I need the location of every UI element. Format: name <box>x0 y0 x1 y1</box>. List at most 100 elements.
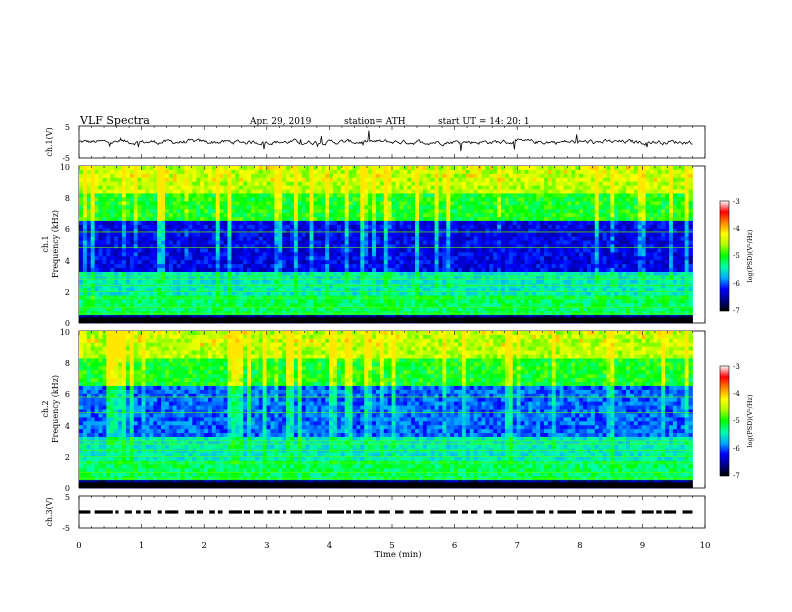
spectrogram-cell <box>352 166 357 171</box>
spectrogram-cell <box>418 244 424 249</box>
spectrogram-cell <box>149 244 154 249</box>
spectrogram-cell <box>282 181 287 187</box>
spectrogram-cell <box>395 205 400 210</box>
spectrogram-cell <box>403 201 408 206</box>
spectrogram-cell <box>94 248 99 253</box>
spectrogram-cell <box>551 193 557 198</box>
spectrogram-cell <box>602 283 607 289</box>
spectrogram-cell <box>266 181 271 187</box>
spectrogram-cell <box>82 189 88 194</box>
spectrogram-cell <box>387 260 392 265</box>
spectrogram-cell <box>641 181 646 187</box>
spectrogram-cell <box>290 181 295 187</box>
spectrogram-cell <box>90 169 96 175</box>
spectrogram-cell <box>157 244 162 249</box>
spectrogram-cell <box>610 244 615 249</box>
spectrogram-cell <box>602 252 607 257</box>
spectrogram-cell <box>297 264 303 269</box>
spectrogram-cell <box>551 268 557 273</box>
spectrogram-cell <box>602 177 607 183</box>
spectrogram-cell <box>629 173 635 179</box>
spectrogram-cell <box>157 240 162 245</box>
spectrogram-cell <box>297 185 303 190</box>
spectrogram-cell <box>669 201 674 206</box>
spectrogram-cell <box>309 252 314 257</box>
spectrogram-cell <box>86 256 92 261</box>
spectrogram-cell <box>493 252 498 257</box>
spectrogram-cell <box>176 232 181 238</box>
spectrogram-cell <box>360 181 365 187</box>
spectrogram-cell <box>336 248 342 253</box>
spectrogram-cell <box>551 252 557 257</box>
spectrogram-cell <box>415 236 420 241</box>
ch1-waveform-panel: 5 -5 ch.1(V) <box>45 123 706 163</box>
spectrogram-cell <box>411 268 416 273</box>
spectrogram-cell <box>629 232 635 238</box>
spectrogram-cell <box>290 268 295 273</box>
spectrogram-cell <box>551 185 557 190</box>
spectrogram-cell <box>633 264 639 269</box>
spectrogram-cell <box>164 279 170 285</box>
spectrogram-cell <box>602 260 607 265</box>
spectrogram-cell <box>493 166 498 171</box>
spectrogram-cell <box>586 213 592 218</box>
spectrogram-cell <box>379 217 385 222</box>
spectrogram-cell <box>387 173 392 179</box>
spectrogram-cell <box>403 189 408 194</box>
spectrogram-cell <box>145 283 150 289</box>
spectrogram-cell <box>196 166 201 171</box>
spectrogram-cell <box>254 177 260 183</box>
spectrogram-cell <box>329 201 334 206</box>
spectrogram-cell <box>133 275 139 281</box>
spectrogram-cell <box>161 236 166 241</box>
spectrogram-cell <box>512 268 518 273</box>
spectrogram-cell <box>258 279 264 285</box>
spectrogram-cell <box>672 181 678 187</box>
spectrogram-cell <box>368 224 373 230</box>
spectrogram-cell <box>629 228 635 234</box>
spectrogram-cell <box>317 252 322 257</box>
spectrogram-cell <box>90 275 96 281</box>
spectrogram-cell <box>649 213 654 218</box>
spectrogram-cell <box>344 271 350 277</box>
spectrogram-cell <box>118 205 123 210</box>
spectrogram-cell <box>618 264 623 269</box>
spectrogram-cell <box>129 213 135 218</box>
spectrogram-cell <box>454 213 459 218</box>
start-time-label: start UT = 14: 20: 1 <box>438 117 530 127</box>
spectrogram-cell <box>614 279 619 285</box>
spectrogram-cell <box>118 264 123 269</box>
spectrogram-cell <box>282 185 287 190</box>
spectrogram-cell <box>329 224 334 230</box>
spectrogram-cell <box>184 185 189 190</box>
spectrogram-cell <box>626 193 631 198</box>
spectrogram-cell <box>247 283 252 289</box>
spectrogram-cell <box>567 166 572 171</box>
spectrogram-cell <box>227 189 232 194</box>
spectrogram-cell <box>661 177 666 183</box>
spectrogram-cell <box>501 173 506 179</box>
spectrogram-cell <box>211 283 217 289</box>
spectrogram-cell <box>395 228 400 234</box>
spectrogram-cell <box>403 244 408 249</box>
spectrogram-cell <box>418 185 424 190</box>
spectrogram-cell <box>161 177 166 183</box>
spectrogram-cell <box>176 240 181 245</box>
spectrogram-cell <box>211 213 217 218</box>
spectrogram-cell <box>606 169 611 175</box>
spectrogram-cell <box>407 217 412 222</box>
spectrogram-cell <box>297 244 303 249</box>
spectrogram-cell <box>606 248 611 253</box>
spectrogram-cell <box>204 256 209 261</box>
spectrogram-cell <box>161 275 166 281</box>
spectrogram-cell <box>563 271 568 277</box>
spectrogram-cell <box>344 256 350 261</box>
spectrogram-cell <box>133 268 139 273</box>
spectrogram-cell <box>336 189 342 194</box>
spectrogram-cell <box>270 177 275 183</box>
spectrogram-cell <box>610 193 615 198</box>
spectrogram-cell <box>551 224 557 230</box>
spectrogram-cell <box>231 177 236 183</box>
spectrogram-cell <box>536 264 541 269</box>
spectrogram-cell <box>411 224 416 230</box>
